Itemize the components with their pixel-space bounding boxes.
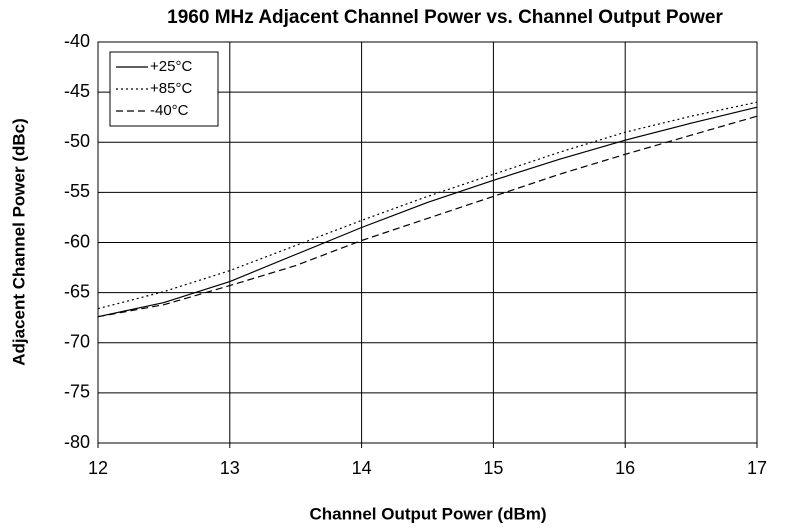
series-line <box>97 115 758 318</box>
y-tick-label: -70 <box>64 332 90 352</box>
x-tick-label: 15 <box>483 458 503 478</box>
x-tick-label: 17 <box>747 458 767 478</box>
legend-label: +25°C <box>150 58 192 75</box>
series-line <box>97 106 758 318</box>
y-axis-label: Adjacent Channel Power (dBc) <box>9 118 28 365</box>
y-tick-label: -50 <box>64 131 90 151</box>
legend-label: +85°C <box>150 80 192 97</box>
x-tick-label: 14 <box>352 458 372 478</box>
series-line <box>97 101 758 310</box>
y-tick-label: -60 <box>64 231 90 251</box>
y-tick-label: -45 <box>64 81 90 101</box>
x-tick-label: 13 <box>220 458 240 478</box>
y-tick-label: -40 <box>64 31 90 51</box>
x-axis-label: Channel Output Power (dBm) <box>309 504 546 523</box>
plot-frame <box>97 41 758 444</box>
x-tick-label: 12 <box>88 458 108 478</box>
y-tick-label: -75 <box>64 382 90 402</box>
legend-label: -40°C <box>150 102 189 119</box>
x-tick-label: 16 <box>615 458 635 478</box>
chart-title: 1960 MHz Adjacent Channel Power vs. Chan… <box>167 7 723 28</box>
y-tick-label: -65 <box>64 281 90 301</box>
y-tick-label: -55 <box>64 181 90 201</box>
y-tick-label: -80 <box>64 432 90 452</box>
